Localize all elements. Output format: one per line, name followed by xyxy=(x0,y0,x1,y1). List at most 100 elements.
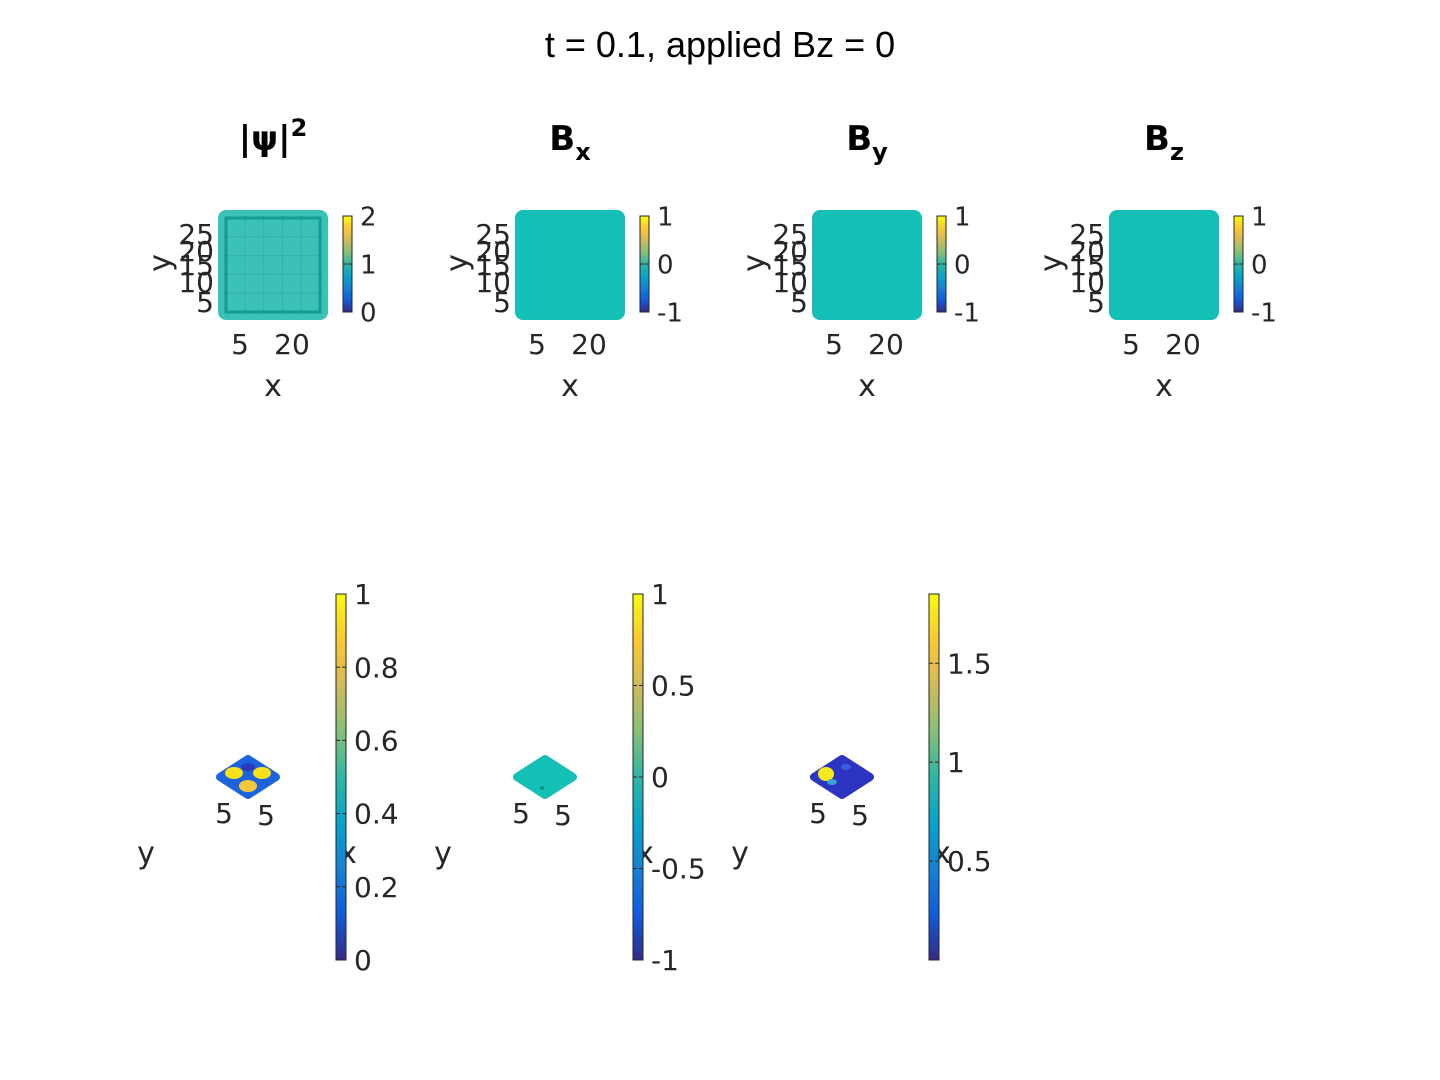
y-tick-label: 10 xyxy=(178,266,214,299)
x-tick-label: 5 xyxy=(554,799,572,832)
panel-5: 5 5y x xyxy=(137,755,357,871)
grid-node xyxy=(242,216,247,220)
grid-node xyxy=(224,253,228,258)
colorbar-tick-label: -1 xyxy=(651,944,679,977)
x-tick-label: 20 xyxy=(1165,328,1201,361)
colorbar-gradient xyxy=(928,593,940,961)
colorbar-tick-label: 0 xyxy=(954,250,971,280)
y-axis-label: y xyxy=(143,254,178,272)
colorbar-panel-1: 2 1 0 xyxy=(342,202,377,328)
colorbar-tick-label: 0.6 xyxy=(354,724,399,757)
x-tick-label: 20 xyxy=(868,328,904,361)
heatmap-surface xyxy=(218,210,328,320)
panel-6: 5 5y x xyxy=(434,755,654,871)
y-tick-label: 10 xyxy=(1069,266,1105,299)
colorbar-tick-label: 0 xyxy=(651,761,669,794)
colorbar-tick-label: 0 xyxy=(360,298,377,328)
panel-title: By xyxy=(846,119,888,166)
x-tick-label: 5 xyxy=(825,328,843,361)
grid-node xyxy=(261,310,266,314)
y-tick-label: 5 xyxy=(493,286,511,319)
colorbar-panel-3: 1 0 -1 xyxy=(936,202,980,328)
colorbar-panel-4: 1 0 -1 xyxy=(1233,202,1277,328)
colorbar-tick-label: 0 xyxy=(1251,250,1268,280)
surface-blob-mark xyxy=(540,786,544,790)
colorbar-tick-label: 1.5 xyxy=(947,647,992,680)
colorbar-tick-label: 1 xyxy=(954,202,971,232)
grid-node xyxy=(318,253,322,258)
x-tick-label: 5 xyxy=(1122,328,1140,361)
x-tick-label: 20 xyxy=(571,328,607,361)
y-tick-label: 5 xyxy=(512,797,530,830)
grid-node xyxy=(280,310,285,314)
colorbar-panel-2: 1 0 -1 xyxy=(639,202,683,328)
panel-title: Bz xyxy=(1144,119,1184,166)
heatmap-border xyxy=(224,216,322,314)
y-tick-label: 10 xyxy=(475,266,511,299)
grid-node xyxy=(318,234,322,239)
y-tick-label: 5 xyxy=(1087,286,1105,319)
y-axis-label: y xyxy=(737,254,772,272)
y-axis-label: y xyxy=(1034,254,1069,272)
surface-blob-highlight xyxy=(239,780,257,792)
grid-node xyxy=(318,291,322,296)
panel-7: 5 5y x xyxy=(731,755,951,871)
heatmap-surface xyxy=(515,210,625,320)
y-tick-label: 15 xyxy=(475,249,511,282)
y-axis-label: y xyxy=(434,836,452,871)
colorbar-panel-6: 1 0.5 0 -0.5 -1 xyxy=(632,578,706,977)
colorbar-tick-label: 0.4 xyxy=(354,798,399,831)
panel-title: Bx xyxy=(549,119,591,166)
colorbar-panel-5: 1 0.8 0.6 0.4 0.2 0 xyxy=(335,578,399,977)
y-tick-label: 5 xyxy=(196,286,214,319)
panel-title: |ψ|2 xyxy=(239,114,308,159)
heatmap-surface xyxy=(812,210,922,320)
y-tick-label: 5 xyxy=(215,797,233,830)
colorbar-gradient xyxy=(335,593,347,961)
grid-node xyxy=(280,216,285,220)
colorbar-panel-7: 1.5 1 0.5 xyxy=(928,593,992,961)
colorbar-tick-label: -1 xyxy=(657,298,683,328)
x-axis-label: x xyxy=(1155,369,1173,404)
y-tick-label: 25 xyxy=(178,218,214,251)
heatmap-surface xyxy=(1109,210,1219,320)
grid-node xyxy=(261,216,266,220)
y-tick-label: 10 xyxy=(772,266,808,299)
grid-node xyxy=(242,310,247,314)
y-axis-label: y xyxy=(731,836,749,871)
y-tick-label: 5 xyxy=(790,286,808,319)
colorbar-tick-label: 1 xyxy=(651,578,669,611)
y-tick-label: 20 xyxy=(1069,235,1105,268)
y-axis-label: y xyxy=(137,836,155,871)
colorbar-tick-label: 0.2 xyxy=(354,871,399,904)
x-tick-label: 5 xyxy=(851,799,869,832)
x-axis-label: x xyxy=(561,369,579,404)
y-tick-label: 25 xyxy=(772,218,808,251)
y-tick-label: 20 xyxy=(475,235,511,268)
colorbar-tick-label: 1 xyxy=(947,746,965,779)
colorbar-tick-label: -1 xyxy=(1251,298,1277,328)
grid-node xyxy=(224,234,228,239)
grid-node xyxy=(299,216,304,220)
colorbar-tick-label: 0.5 xyxy=(947,845,992,878)
colorbar-tick-label: 0 xyxy=(657,250,674,280)
figure-title: t = 0.1, applied Bz = 0 xyxy=(544,24,896,65)
x-axis-label: x xyxy=(858,369,876,404)
y-tick-label: 25 xyxy=(1069,218,1105,251)
surface-blob-shade xyxy=(841,764,851,770)
colorbar-tick-label: 1 xyxy=(1251,202,1268,232)
surface-blob xyxy=(513,755,577,799)
colorbar-tick-label: 1 xyxy=(360,250,377,280)
y-tick-label: 20 xyxy=(178,235,214,268)
x-axis-label: x xyxy=(264,369,282,404)
y-axis-label: y xyxy=(440,254,475,272)
colorbar-tick-label: 0.8 xyxy=(354,651,399,684)
y-tick-label: 25 xyxy=(475,218,511,251)
colorbar-tick-label: 0 xyxy=(354,944,372,977)
colorbar-tick-label: 1 xyxy=(657,202,674,232)
y-tick-label: 15 xyxy=(1069,249,1105,282)
